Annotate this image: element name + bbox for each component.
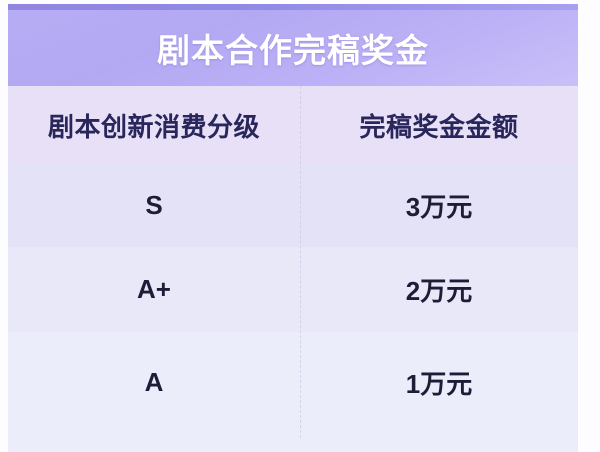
banner: 剧本合作完稿奖金 xyxy=(8,4,578,86)
column-divider xyxy=(300,86,301,438)
cell-grade: S xyxy=(145,190,163,220)
cell-grade: A+ xyxy=(137,274,171,304)
column-header-grade: 剧本创新消费分级 xyxy=(47,111,260,142)
table-row: S 3万元 xyxy=(8,164,578,247)
table-row: A+ 2万元 xyxy=(8,247,578,332)
banner-top-strip xyxy=(8,4,578,10)
cell-amount: 2万元 xyxy=(405,276,473,306)
cell-grade: A xyxy=(144,366,164,397)
page-title: 剧本合作完稿奖金 xyxy=(157,32,429,69)
table-row: A 1万元 xyxy=(8,332,578,452)
cell-amount: 3万元 xyxy=(405,192,473,222)
bonus-table: 剧本创新消费分级 完稿奖金金额 S 3万元 A+ 2万元 A 1万元 xyxy=(8,86,578,452)
table-header-row: 剧本创新消费分级 完稿奖金金额 xyxy=(8,86,578,164)
column-header-amount: 完稿奖金金额 xyxy=(359,111,519,142)
cell-amount: 1万元 xyxy=(405,368,473,399)
